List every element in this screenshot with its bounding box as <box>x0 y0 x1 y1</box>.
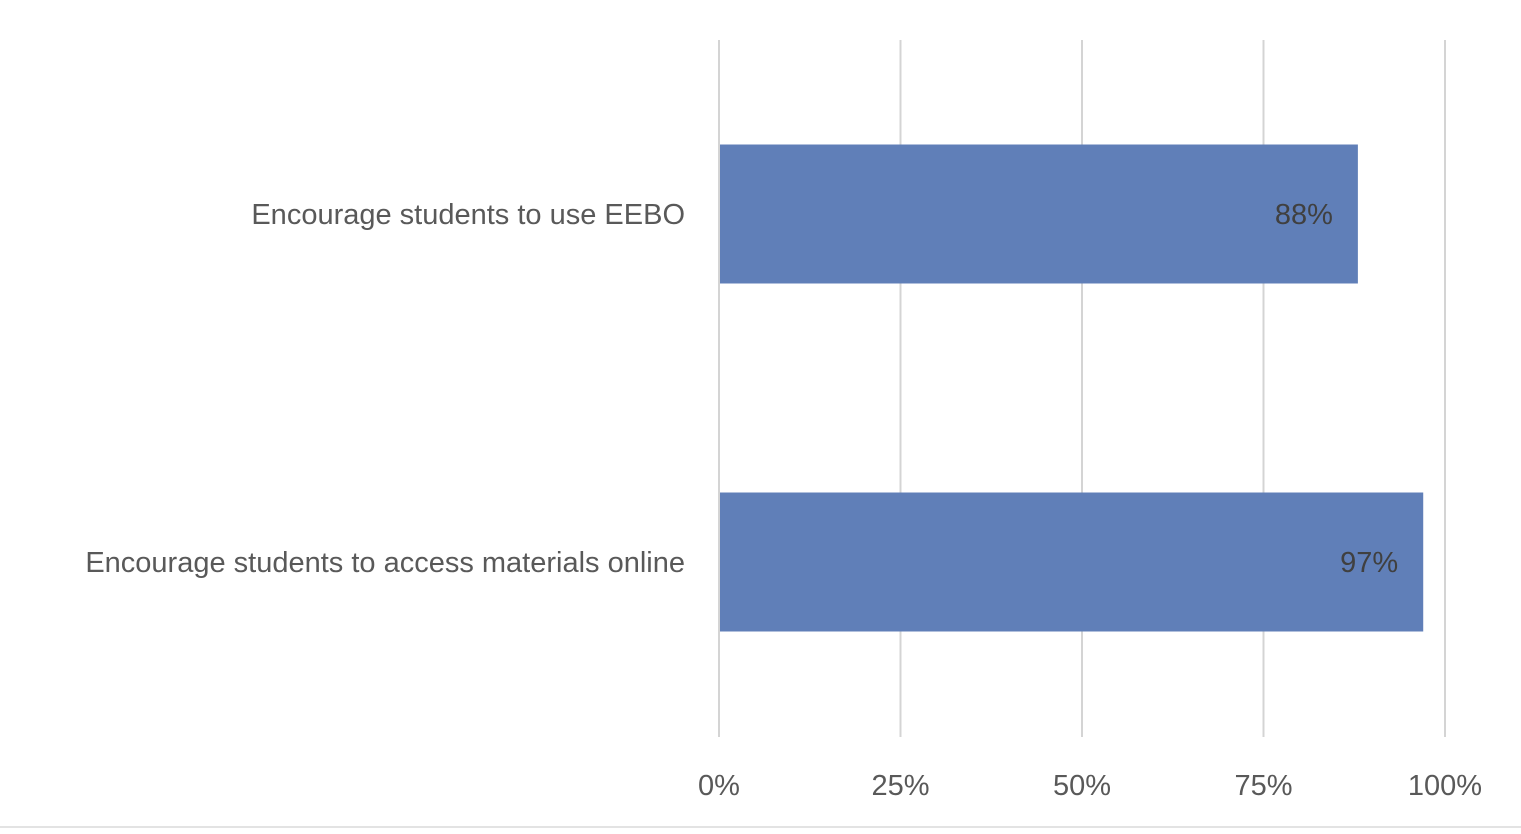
x-tick-label: 25% <box>871 770 929 802</box>
x-tick-label: 50% <box>1053 770 1111 802</box>
category-label: Encourage students to use EEBO <box>251 199 685 231</box>
bar <box>720 144 1358 284</box>
bar <box>720 492 1424 632</box>
category-labels: Encourage students to use EEBO Encourage … <box>85 199 685 579</box>
data-label: 88% <box>1275 199 1333 231</box>
category-label: Encourage students to access materials o… <box>85 547 685 579</box>
bottom-border <box>0 826 1521 828</box>
x-tick-labels: 0% 25% 50% 75% 100% <box>698 770 1482 802</box>
x-tick-label: 0% <box>698 770 740 802</box>
bars: 88% 97% <box>720 144 1424 632</box>
x-tick-label: 75% <box>1234 770 1292 802</box>
x-tick-label: 100% <box>1408 770 1482 802</box>
data-label: 97% <box>1340 547 1398 579</box>
